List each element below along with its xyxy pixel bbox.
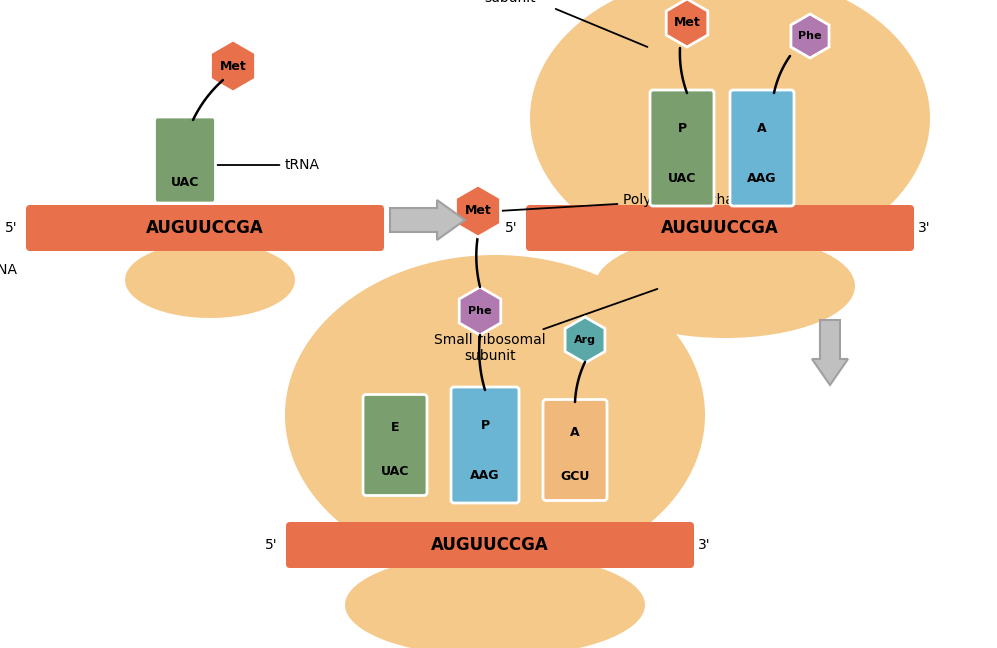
- Text: 3': 3': [388, 221, 401, 235]
- FancyArrow shape: [812, 320, 848, 385]
- Text: 5': 5': [5, 221, 18, 235]
- Text: Small ribosomal
subunit: Small ribosomal subunit: [434, 289, 657, 363]
- Text: 3': 3': [698, 538, 711, 552]
- Text: P: P: [481, 419, 490, 432]
- FancyBboxPatch shape: [155, 117, 215, 203]
- FancyBboxPatch shape: [363, 395, 427, 496]
- FancyArrow shape: [390, 200, 465, 240]
- FancyBboxPatch shape: [526, 205, 914, 251]
- Text: AAG: AAG: [471, 469, 499, 482]
- Text: UAC: UAC: [170, 176, 199, 189]
- Text: 3': 3': [918, 221, 930, 235]
- Text: AUGUUCCGA: AUGUUCCGA: [431, 536, 549, 554]
- Text: P: P: [677, 122, 687, 135]
- Ellipse shape: [345, 553, 645, 648]
- Polygon shape: [456, 185, 500, 237]
- Text: UAC: UAC: [668, 172, 696, 185]
- Ellipse shape: [125, 242, 295, 318]
- FancyBboxPatch shape: [543, 400, 607, 500]
- Ellipse shape: [595, 234, 855, 338]
- Text: 5': 5': [505, 221, 518, 235]
- Text: Phe: Phe: [799, 31, 822, 41]
- Text: AUGUUCCGA: AUGUUCCGA: [147, 219, 264, 237]
- Text: Met: Met: [465, 205, 492, 218]
- Polygon shape: [565, 317, 605, 363]
- Ellipse shape: [285, 255, 705, 575]
- Text: Met: Met: [219, 60, 246, 73]
- Text: UAC: UAC: [381, 465, 409, 478]
- Text: A: A: [757, 122, 767, 135]
- Text: GCU: GCU: [560, 470, 589, 483]
- Text: A: A: [570, 426, 580, 439]
- FancyBboxPatch shape: [650, 90, 714, 206]
- Text: AAG: AAG: [747, 172, 777, 185]
- FancyBboxPatch shape: [26, 205, 384, 251]
- Polygon shape: [666, 0, 708, 47]
- Text: tRNA: tRNA: [212, 158, 320, 172]
- Text: AUGUUCCGA: AUGUUCCGA: [661, 219, 779, 237]
- Text: E: E: [391, 421, 399, 434]
- Text: 5': 5': [265, 538, 278, 552]
- Text: Arg: Arg: [574, 335, 596, 345]
- FancyBboxPatch shape: [451, 387, 519, 503]
- Text: Polypeptide chain: Polypeptide chain: [500, 193, 747, 211]
- Text: Large ribosomal
subunit: Large ribosomal subunit: [454, 0, 647, 47]
- Text: Phe: Phe: [469, 306, 492, 316]
- FancyBboxPatch shape: [730, 90, 794, 206]
- Polygon shape: [791, 14, 830, 58]
- Ellipse shape: [530, 0, 930, 263]
- Text: Met: Met: [674, 16, 700, 30]
- Polygon shape: [210, 40, 255, 92]
- Text: mRNA: mRNA: [0, 263, 18, 277]
- Polygon shape: [460, 287, 500, 335]
- FancyBboxPatch shape: [286, 522, 694, 568]
